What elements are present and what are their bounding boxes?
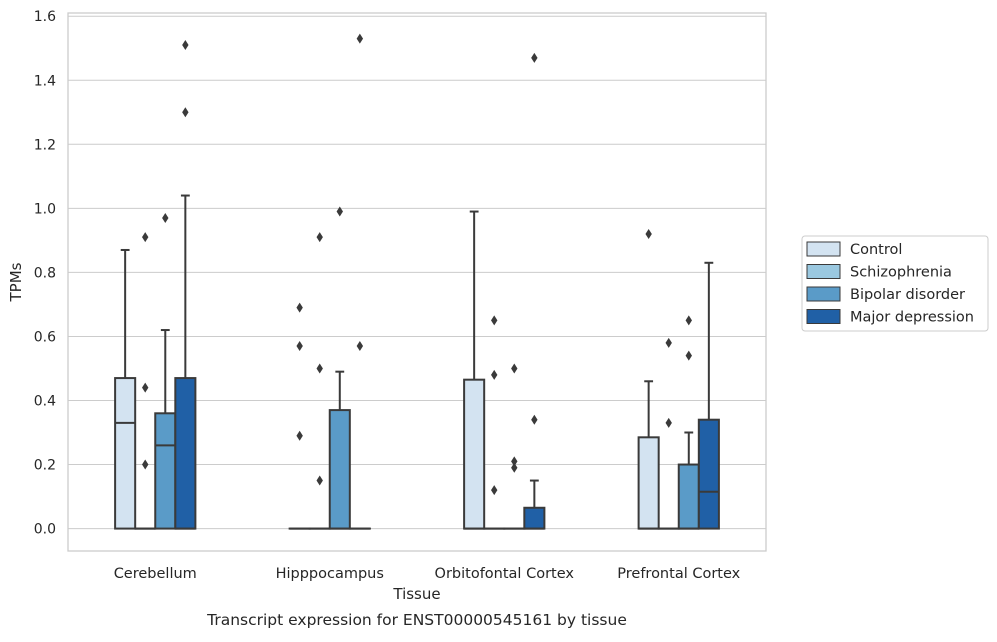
outlier-point [182,40,188,50]
outlier-point [686,351,692,361]
box-body [679,465,699,529]
outlier-point [645,229,651,239]
box-body [464,380,484,529]
legend-swatch [807,265,840,279]
outlier-point [357,341,363,351]
box-bipolar-disorder [679,433,699,529]
y-tick-label: 1.2 [34,137,56,153]
box-bipolar-disorder [155,330,175,529]
legend-label: Bipolar disorder [850,287,965,303]
y-tick-label: 0.8 [34,265,56,281]
box-bipolar-disorder [330,372,350,529]
y-tick-label: 1.0 [34,201,56,217]
outlier-point [142,232,148,242]
outlier-points [142,34,692,496]
y-tick-label: 1.4 [34,73,56,89]
x-axis-label: Tissue [392,585,440,603]
box-major-depression [175,196,195,529]
legend-swatch [807,310,840,324]
outlier-point [666,338,672,348]
outlier-point [317,363,323,373]
legend: Control Schizophrenia Bipolar disorder Majo… [802,236,988,331]
outlier-point [357,34,363,44]
x-tick-label: Orbitofontal Cortex [435,566,575,582]
box-groups [115,196,719,529]
outlier-point [686,315,692,325]
y-tick-label: 0.2 [34,458,56,474]
box-body [155,413,175,528]
outlier-point [491,485,497,495]
box-body [330,410,350,528]
outlier-point [162,213,168,223]
legend-swatch [807,287,840,301]
outlier-point [182,107,188,117]
outlier-point [491,315,497,325]
y-tick-label: 0.0 [34,522,56,538]
outlier-point [511,363,517,373]
outlier-point [531,415,537,425]
outlier-point [491,370,497,380]
outlier-point [142,460,148,470]
y-tick-label: 0.4 [34,393,56,409]
box-body [175,378,195,529]
outlier-point [317,476,323,486]
box-control [115,250,135,529]
y-tick-labels: 0.0 0.2 0.4 0.6 0.8 1.0 1.2 1.4 1.6 [34,9,56,537]
x-tick-label: Prefrontal Cortex [617,566,740,582]
box-body [639,437,659,528]
legend-label: Major depression [850,310,974,326]
x-tick-label: Cerebellum [114,566,197,582]
box-control [464,212,484,529]
x-tick-labels: Cerebellum Hipppocampus Orbitofontal Corte… [114,566,741,582]
outlier-point [296,431,302,441]
box-body [524,508,544,529]
box-major-depression [699,263,719,529]
outlier-point [317,232,323,242]
outlier-point [296,341,302,351]
outlier-point [531,53,537,63]
outlier-point [296,303,302,313]
box-major-depression [524,481,544,529]
y-axis-label: TPMs [7,262,25,302]
outlier-point [666,418,672,428]
box-body [699,420,719,529]
chart-caption: Transcript expression for ENST0000054516… [206,611,627,629]
legend-swatch [807,242,840,256]
legend-label: Control [850,242,902,258]
y-tick-label: 0.6 [34,329,56,345]
x-tick-label: Hipppocampus [276,566,384,582]
y-tick-label: 1.6 [34,9,56,25]
box-control [639,381,659,528]
legend-label: Schizophrenia [850,265,952,281]
outlier-point [142,383,148,393]
box-body [115,378,135,529]
